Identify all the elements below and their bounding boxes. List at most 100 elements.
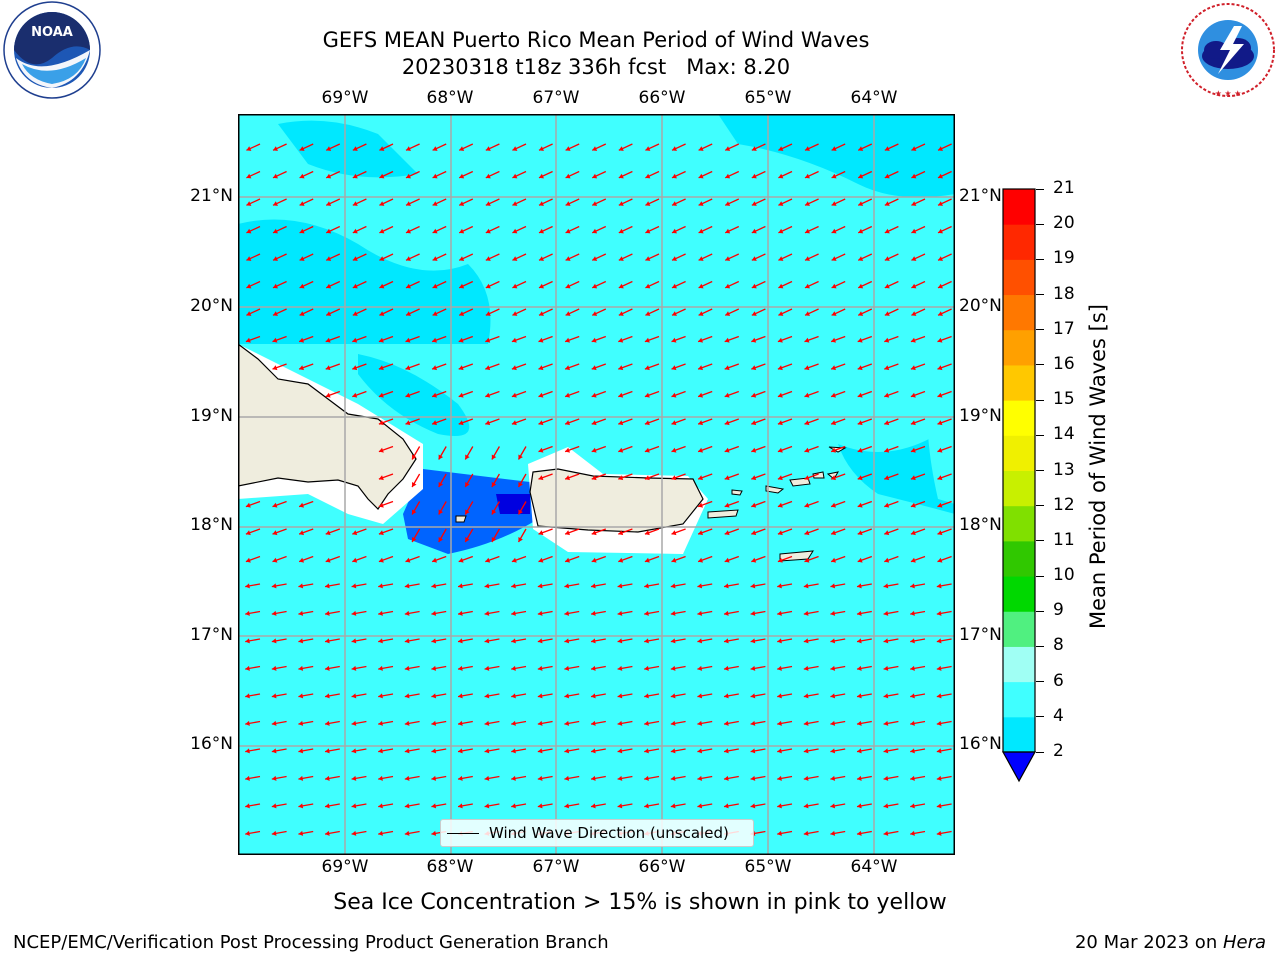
wind-arrow-head <box>298 775 304 781</box>
wind-arrow-head <box>404 803 410 809</box>
wind-arrow-head <box>564 775 570 781</box>
wind-arrow-head <box>511 420 517 426</box>
wind-arrow-head <box>884 447 890 453</box>
wind-arrow-head <box>485 173 491 179</box>
wind-arrow-head <box>537 748 543 754</box>
wind-arrow-head <box>299 228 305 234</box>
wind-arrow-head <box>299 337 305 343</box>
wind-arrow-head <box>591 392 597 398</box>
colorbar-tick-label: 16 <box>1053 353 1075 374</box>
wind-arrow-head <box>591 610 596 616</box>
wind-arrow-head <box>883 775 889 781</box>
wind-arrow-head <box>352 228 358 234</box>
wind-arrow-head <box>830 583 836 589</box>
footer-host: Hera <box>1222 932 1266 953</box>
map-frame <box>238 114 955 855</box>
wind-arrow-head <box>485 256 491 261</box>
wind-arrow-head <box>591 693 596 699</box>
legend-line-icon <box>447 832 479 834</box>
wind-arrow-head <box>884 256 890 261</box>
colorbar-tick-mark <box>1036 681 1044 683</box>
wind-arrow-head <box>412 536 417 542</box>
colorbar-tick-label: 10 <box>1053 565 1075 586</box>
wind-arrow-head <box>564 803 570 809</box>
wind-arrow-head <box>697 665 703 671</box>
colorbar-segment <box>1003 505 1035 542</box>
wind-arrow-head <box>938 201 943 206</box>
wind-arrow-head <box>431 830 437 836</box>
wind-arrow-head <box>273 311 278 316</box>
wind-arrow-head <box>485 311 491 316</box>
wind-arrow-head <box>751 447 757 453</box>
wind-arrow-head <box>724 583 729 589</box>
wind-arrow-head <box>751 420 757 426</box>
colorbar-segment <box>1003 681 1035 718</box>
wind-arrow-head <box>351 583 357 589</box>
wind-arrow-head <box>803 748 809 754</box>
wind-arrow-head <box>698 502 704 508</box>
wind-arrow-head <box>911 311 917 316</box>
wind-arrow-head <box>672 283 677 289</box>
wind-arrow-head <box>697 748 703 754</box>
map-legend: Wind Wave Direction (unscaled) <box>440 819 754 847</box>
wind-arrow-head <box>777 665 782 671</box>
wind-arrow-head <box>830 830 836 836</box>
wind-arrow-head <box>830 610 836 616</box>
wind-arrow-head <box>617 610 623 616</box>
lon-label-top: 66°W <box>638 88 686 108</box>
wind-arrow-head <box>937 475 943 481</box>
wind-arrow-head <box>805 283 810 289</box>
wind-arrow-head <box>405 337 411 343</box>
wind-arrow-head <box>538 447 544 453</box>
wind-arrow-head <box>537 583 543 589</box>
wind-arrow-head <box>936 583 942 589</box>
wind-arrow-head <box>512 173 518 179</box>
wind-arrow-head <box>378 447 384 453</box>
wind-arrow-head <box>831 447 837 453</box>
wind-arrow-head <box>725 256 731 261</box>
wind-arrow-head <box>565 146 571 151</box>
wind-arrow-head <box>298 583 304 589</box>
wind-arrow-head <box>725 173 731 179</box>
wind-arrow-head <box>751 283 757 289</box>
wind-arrow-head <box>803 665 809 671</box>
wind-arrow-head <box>431 803 437 809</box>
wind-arrow-head <box>459 201 465 206</box>
wind-arrow-head <box>491 481 497 487</box>
colorbar-label: Mean Period of Wind Waves [s] <box>1086 304 1110 629</box>
wind-arrow-head <box>698 557 704 563</box>
wind-arrow-head <box>884 392 890 398</box>
wind-arrow-head <box>565 365 571 371</box>
colorbar-underflow-triangle <box>1001 751 1037 783</box>
period-zone-west <box>238 219 491 344</box>
wind-arrow-head <box>432 256 438 261</box>
wind-arrow-head <box>644 337 650 343</box>
wind-arrow-head <box>883 720 889 726</box>
wind-arrow-head <box>697 583 703 589</box>
wind-arrow-head <box>910 803 915 809</box>
wind-arrow-head <box>671 557 677 563</box>
wind-arrow-head <box>299 530 305 536</box>
wind-arrow-head <box>645 311 651 316</box>
wind-arrow-head <box>618 173 624 179</box>
wind-arrow-head <box>511 775 516 781</box>
wind-arrow-head <box>432 146 438 151</box>
wind-arrow-head <box>670 665 676 671</box>
wind-arrow-head <box>485 337 491 343</box>
wind-arrow-head <box>750 583 756 589</box>
colorbar-segments <box>1003 189 1035 753</box>
wind-arrow-head <box>937 557 943 563</box>
colorbar-segment <box>1003 400 1035 436</box>
wind-arrow-head <box>378 583 383 589</box>
wind-arrow-head <box>325 337 331 343</box>
wind-arrow-head <box>777 420 783 426</box>
wind-arrow-head <box>910 365 916 371</box>
wind-arrow-head <box>271 720 277 726</box>
colorbar-tick-mark <box>1036 329 1044 331</box>
wind-arrow-head <box>831 420 837 426</box>
wind-arrow-head <box>805 311 810 316</box>
wind-arrow-head <box>352 530 358 536</box>
wind-arrow-head <box>618 228 624 234</box>
wind-arrow-head <box>644 720 649 726</box>
wind-arrow-head <box>857 638 862 644</box>
